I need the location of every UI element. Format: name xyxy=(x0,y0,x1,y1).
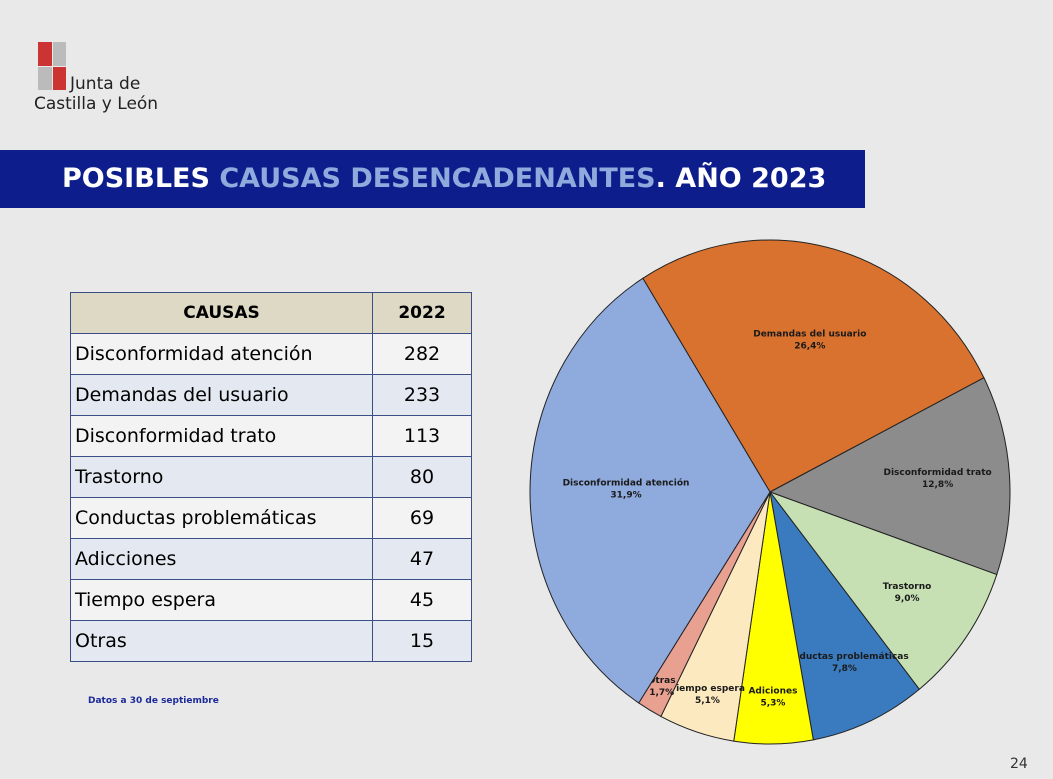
title: CAUSAS DESENCADENANTES xyxy=(219,163,656,194)
table-cell: Disconformidad atención xyxy=(70,333,373,375)
slice-label: Disconformidad trato xyxy=(883,468,991,478)
table-row: Demandas del usuario 233 xyxy=(70,374,472,416)
title-bar: POSIBLES CAUSAS DESENCADENANTES. AÑO 202… xyxy=(0,150,865,208)
table-cell: Tiempo espera xyxy=(70,579,373,621)
table-cell: 45 xyxy=(372,579,472,621)
table-cell: 80 xyxy=(372,456,472,498)
table-header-cell: CAUSAS xyxy=(70,292,373,334)
logo-text: Junta de xyxy=(70,74,141,94)
table-cell: 15 xyxy=(372,620,472,662)
table-cell: 69 xyxy=(372,497,472,539)
table-cell: Demandas del usuario xyxy=(70,374,373,416)
slice-label: Conductas problemáticas xyxy=(780,652,909,662)
slice-label: Tiempo espera xyxy=(670,684,745,694)
table-cell: 113 xyxy=(372,415,472,457)
pie-slice xyxy=(529,277,771,704)
table-row: Otras 15 xyxy=(70,620,472,662)
logo xyxy=(38,42,66,90)
slice-value-label: 5,3% xyxy=(760,699,785,709)
table-header-cell: 2022 xyxy=(372,292,472,334)
slice-label: Adiciones xyxy=(748,687,797,697)
title: . AÑO 2023 xyxy=(655,163,827,194)
slice-value-label: 7,8% xyxy=(832,664,857,674)
slice-value-label: 26,4% xyxy=(794,341,825,351)
table-cell: 233 xyxy=(372,374,472,416)
footnote: Datos a 30 de septiembre xyxy=(88,696,219,706)
table: CAUSAS 2022 Disconformidad atención 282 Dema… xyxy=(70,292,472,662)
pie-slice xyxy=(769,491,921,741)
table-cell: 282 xyxy=(372,333,472,375)
pie-slice xyxy=(768,490,998,690)
slice-label: Demandas del usuario xyxy=(753,329,866,339)
pie-slice xyxy=(768,377,1011,576)
logo-text: Castilla y León xyxy=(34,94,159,114)
table-row: Trastorno 80 xyxy=(70,456,472,498)
slice-value-label: 12,8% xyxy=(922,480,953,490)
table-cell: Otras xyxy=(70,620,373,662)
table-cell: 47 xyxy=(372,538,472,580)
table-row: Disconformidad atención 282 xyxy=(70,333,472,375)
slice-value-label: 5,1% xyxy=(695,696,720,706)
slice-value-label: 31,9% xyxy=(610,490,641,500)
slice-value-label: 9,0% xyxy=(895,594,920,604)
table-cell: Disconformidad trato xyxy=(70,415,373,457)
slice-value-label: 1,7% xyxy=(649,688,674,698)
table-cell: Conductas problemáticas xyxy=(70,497,373,539)
slice-label: Trastorno xyxy=(883,582,932,592)
pie-slice xyxy=(642,239,985,493)
title: POSIBLES xyxy=(62,163,210,194)
logo-icon xyxy=(38,42,66,90)
page-number: 24 xyxy=(1010,756,1028,772)
table-row: Tiempo espera 45 xyxy=(70,579,472,621)
table-cell: Trastorno xyxy=(70,456,373,498)
table-row: Disconformidad trato 113 xyxy=(70,415,472,457)
slice-label: Disconformidad atención xyxy=(563,477,690,488)
table-row: Conductas problemáticas 69 xyxy=(70,497,472,539)
slice-label: Otras xyxy=(648,676,676,686)
table-header-row: CAUSAS 2022 xyxy=(70,292,472,334)
